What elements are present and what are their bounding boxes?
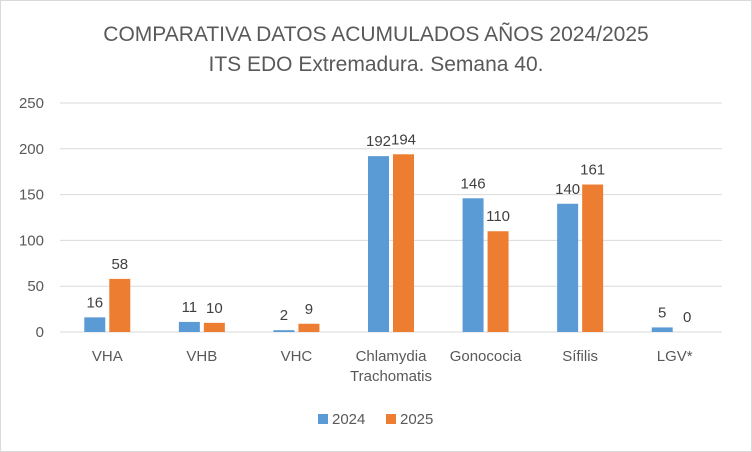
legend-label: 2024 xyxy=(332,411,365,428)
bar-2025 xyxy=(298,323,320,332)
data-label: 11 xyxy=(182,299,198,316)
legend-swatch xyxy=(318,414,328,424)
x-tick-label: Gonococia xyxy=(450,348,522,365)
y-tick-label: 250 xyxy=(19,95,44,112)
data-label: 0 xyxy=(683,309,691,326)
x-axis: VHA VHB VHC Chlamydia Trachomatis Gonococia Sí… xyxy=(92,348,693,385)
y-tick-label: 50 xyxy=(27,278,44,295)
chart-title: COMPARATIVA DATOS ACUMULADOS AÑOS 2024/2… xyxy=(103,22,648,46)
bar-2024 xyxy=(557,203,579,332)
bar-2024 xyxy=(368,156,389,332)
gridlines xyxy=(60,102,722,333)
x-tick-label: Chlamydia xyxy=(356,348,428,365)
bar-2025 xyxy=(487,231,509,332)
data-label: 146 xyxy=(461,175,486,192)
bar-2024 xyxy=(651,327,673,332)
data-label: 16 xyxy=(86,294,103,311)
data-label: 2 xyxy=(280,307,288,324)
y-tick-label: 150 xyxy=(19,187,44,204)
chart-subtitle: ITS EDO Extremadura. Semana 40. xyxy=(209,53,544,76)
x-tick-label: VHA xyxy=(92,348,123,365)
bar-2025 xyxy=(582,184,604,332)
y-tick-label: 200 xyxy=(19,141,44,158)
y-tick-label: 100 xyxy=(19,232,44,249)
data-label: 9 xyxy=(305,301,313,318)
data-label: 192 xyxy=(366,133,391,150)
x-tick-label: VHC xyxy=(281,348,313,365)
legend: 2024 2025 xyxy=(318,411,433,428)
bar-2025 xyxy=(109,278,131,332)
data-label: 58 xyxy=(111,256,128,273)
bar-2024 xyxy=(84,317,106,332)
data-label: 161 xyxy=(580,162,605,179)
y-axis: 0 50 100 150 200 250 xyxy=(19,95,44,341)
legend-swatch xyxy=(386,414,396,424)
data-label: 110 xyxy=(486,208,510,225)
data-label: 5 xyxy=(658,304,666,321)
bar-2025 xyxy=(203,322,225,332)
x-tick-label: Trachomatis xyxy=(350,368,432,385)
bar-2024 xyxy=(273,330,295,332)
y-tick-label: 0 xyxy=(36,324,44,341)
bars xyxy=(84,154,673,332)
x-tick-label: LGV* xyxy=(657,348,693,365)
data-label: 10 xyxy=(206,300,223,317)
bar-2024 xyxy=(178,321,200,332)
bar-2024 xyxy=(462,198,484,332)
data-label: 140 xyxy=(555,181,580,198)
x-tick-label: Sífilis xyxy=(562,348,598,365)
legend-label: 2025 xyxy=(400,411,433,428)
data-label: 194 xyxy=(391,131,416,148)
x-tick-label: VHB xyxy=(186,348,217,365)
bar-2025 xyxy=(393,154,414,332)
